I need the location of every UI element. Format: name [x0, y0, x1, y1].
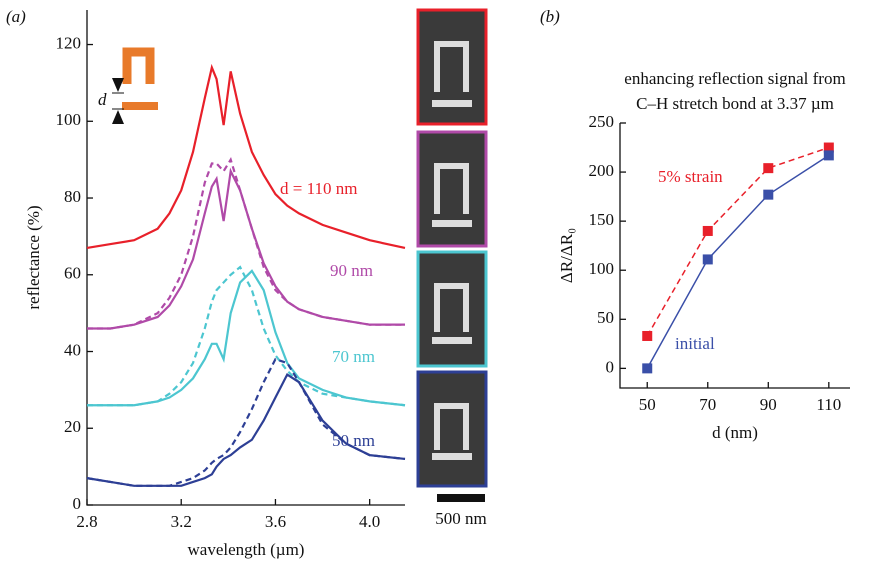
y-tick-label: 40 — [64, 340, 81, 359]
x-axis-label: wavelength (µm) — [188, 540, 305, 559]
y-tick-label: 50 — [597, 308, 614, 327]
y-tick-label: 0 — [606, 357, 615, 376]
x-tick-label: 110 — [816, 395, 841, 414]
y-tick-label: 150 — [589, 210, 615, 229]
series-line — [86, 357, 406, 487]
y-tick-label: 120 — [56, 33, 82, 52]
inset-icon — [112, 47, 158, 124]
x-axis-label: d (nm) — [712, 423, 758, 442]
marker — [642, 363, 653, 374]
y-tick-label: 200 — [589, 161, 615, 180]
x-tick-label: 3.6 — [265, 512, 286, 531]
marker — [763, 163, 774, 174]
y-tick-label: 100 — [589, 259, 615, 278]
marker — [702, 254, 713, 265]
series-label: 70 nm — [332, 347, 375, 366]
series-label: d = 110 nm — [280, 179, 357, 198]
x-tick-label: 50 — [639, 395, 656, 414]
series-line — [646, 154, 830, 369]
chart-title: C–H stretch bond at 3.37 µm — [636, 94, 834, 113]
y-tick-label: 60 — [64, 264, 81, 283]
series-line — [646, 146, 830, 337]
y-axis-label: reflectance (%) — [24, 205, 43, 309]
x-tick-label: 90 — [760, 395, 777, 414]
chart-title: enhancing reflection signal from — [624, 69, 845, 88]
marker — [823, 150, 834, 161]
series-line — [87, 265, 406, 407]
series-label: initial — [675, 334, 715, 353]
panel-label: (b) — [540, 7, 560, 26]
y-tick-label: 20 — [64, 417, 81, 436]
series-label: 50 nm — [332, 431, 375, 450]
scale-bar-label: 500 nm — [435, 509, 486, 528]
marker — [763, 189, 774, 200]
y-tick-label: 250 — [589, 112, 615, 131]
x-tick-label: 4.0 — [359, 512, 380, 531]
marker — [823, 142, 834, 153]
x-tick-label: 2.8 — [76, 512, 97, 531]
y-tick-label: 100 — [56, 110, 82, 129]
panel-label: (a) — [6, 7, 26, 26]
series-label: 5% strain — [658, 167, 723, 186]
series-label: 90 nm — [330, 261, 373, 280]
series-line — [87, 269, 406, 407]
y-axis-label: ΔR/ΔR₀ — [557, 228, 576, 283]
series-line — [87, 156, 405, 330]
x-tick-label: 3.2 — [171, 512, 192, 531]
y-tick-label: 0 — [73, 494, 82, 513]
x-tick-label: 70 — [699, 395, 716, 414]
inset-label: d — [98, 90, 107, 109]
series-line — [86, 63, 406, 249]
y-tick-label: 80 — [64, 187, 81, 206]
marker — [642, 330, 653, 341]
marker — [702, 225, 713, 236]
sem-images — [416, 8, 488, 502]
axes — [619, 123, 850, 389]
